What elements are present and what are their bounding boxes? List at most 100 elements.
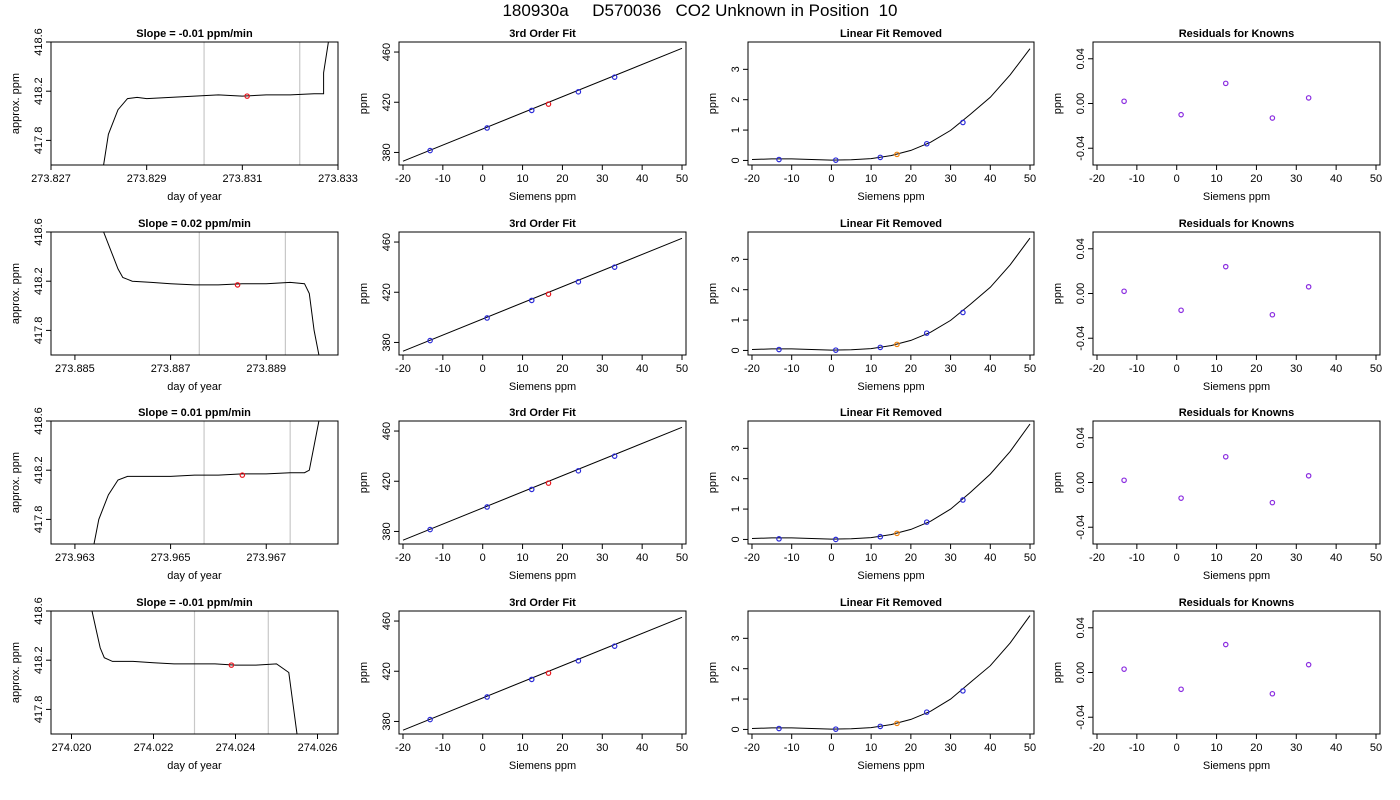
- data-point: [244, 93, 250, 99]
- plot-frame: [398, 420, 687, 545]
- x-tick-label: 20: [905, 742, 917, 754]
- x-tick-label: 20: [556, 363, 568, 375]
- x-tick-label: 0: [480, 363, 486, 375]
- x-tick-label: 40: [1330, 742, 1342, 754]
- x-tick-label: -20: [744, 363, 760, 375]
- x-tick-label: 50: [1024, 742, 1036, 754]
- data-point: [427, 526, 433, 533]
- plot-panel: Slope = 0.02 ppm/min 273.885 273.887 273.88…: [10, 218, 339, 393]
- y-axis-label: ppm: [1052, 283, 1064, 304]
- y-tick-label: 0.04: [1075, 617, 1087, 638]
- x-tick-label: 273.963: [55, 552, 95, 564]
- plot-data: [1121, 80, 1312, 121]
- x-axis-label: Siemens ppm: [509, 760, 576, 772]
- data-point: [1178, 686, 1184, 693]
- x-tick-label: 273.967: [246, 552, 286, 564]
- y-tick-label: 0.00: [1075, 283, 1087, 304]
- x-tick-label: 0: [480, 742, 486, 754]
- data-point: [1269, 311, 1276, 318]
- data-point: [228, 662, 235, 668]
- series-line: [751, 48, 1031, 161]
- y-axis-label: ppm: [707, 662, 719, 683]
- x-tick-label: 40: [1330, 173, 1342, 185]
- plot-panel: Slope = -0.01 ppm/min 273.827 273.829 273.8…: [10, 28, 358, 203]
- x-tick-label: -20: [1089, 173, 1105, 185]
- y-tick-label: 2: [730, 97, 742, 103]
- data-point: [611, 643, 618, 649]
- x-tick-label: -10: [435, 552, 451, 564]
- data-point: [1121, 98, 1127, 105]
- x-tick-label: -20: [1089, 742, 1105, 754]
- data-point: [545, 480, 552, 486]
- x-axis-label: Siemens ppm: [857, 381, 924, 393]
- x-tick-label: -10: [784, 173, 800, 185]
- data-point: [239, 472, 246, 478]
- data-point: [427, 337, 433, 344]
- y-tick-label: 417.8: [33, 317, 45, 345]
- data-point: [545, 670, 552, 676]
- y-tick-label: 0.04: [1075, 238, 1087, 259]
- plot-panel: Linear Fit Removed -20 -10 0 10 20 30 40 50 0 1 2 3 S…: [707, 218, 1036, 393]
- y-tick-label: 417.8: [33, 696, 45, 724]
- data-point: [960, 497, 966, 503]
- y-tick-label: 1: [730, 317, 742, 323]
- plot-panel: 3rd Order Fit -20 -10 0 10 20 30 40 50 380 420 460 S…: [358, 407, 688, 582]
- data-point: [776, 536, 782, 542]
- x-axis-label: Siemens ppm: [509, 570, 576, 582]
- y-tick-label: 418.6: [33, 597, 45, 625]
- y-tick-label: 420: [381, 472, 393, 490]
- data-point: [832, 726, 839, 732]
- data-point: [1222, 453, 1229, 460]
- data-point: [894, 341, 900, 348]
- x-tick-label: 40: [984, 363, 996, 375]
- y-tick-label: 380: [381, 522, 393, 540]
- x-tick-label: 273.833: [318, 173, 358, 185]
- plot-panel: Residuals for Knowns -20 -10 0 10 20 30 40 50 -0.…: [1052, 28, 1382, 203]
- data-point: [427, 716, 433, 723]
- plot-data: [402, 426, 683, 541]
- x-tick-label: -10: [435, 173, 451, 185]
- plot-data: [103, 42, 329, 165]
- y-tick-label: 460: [381, 612, 393, 630]
- x-tick-label: 10: [1210, 552, 1222, 564]
- x-tick-label: 0: [828, 173, 834, 185]
- y-tick-label: 1: [730, 127, 742, 133]
- y-tick-label: 0: [730, 536, 742, 542]
- plot-frame: [747, 420, 1035, 545]
- x-axis-label: day of year: [167, 570, 222, 582]
- x-axis-label: Siemens ppm: [509, 381, 576, 393]
- data-point: [832, 157, 839, 163]
- x-tick-label: 0: [828, 363, 834, 375]
- plot-data: [402, 237, 683, 352]
- x-tick-label: -10: [784, 742, 800, 754]
- x-tick-label: 30: [944, 173, 956, 185]
- x-tick-label: 50: [1024, 173, 1036, 185]
- x-tick-label: 273.829: [127, 173, 167, 185]
- y-tick-label: 380: [381, 712, 393, 730]
- y-tick-label: 420: [381, 93, 393, 111]
- data-point: [1121, 288, 1127, 295]
- y-tick-label: -0.04: [1075, 515, 1087, 540]
- y-tick-label: 1: [730, 506, 742, 512]
- x-tick-label: 273.885: [55, 363, 95, 375]
- data-point: [776, 156, 782, 163]
- x-tick-label: -20: [395, 742, 411, 754]
- x-tick-label: -20: [744, 742, 760, 754]
- plot-title: Slope = 0.02 ppm/min: [138, 218, 251, 230]
- x-axis-label: day of year: [167, 381, 222, 393]
- y-tick-label: -0.04: [1075, 326, 1087, 351]
- x-tick-label: 30: [944, 363, 956, 375]
- plot-title: Linear Fit Removed: [840, 407, 942, 419]
- plot-frame: [1092, 41, 1381, 166]
- x-tick-label: 40: [984, 173, 996, 185]
- y-tick-label: 417.8: [33, 127, 45, 155]
- y-tick-label: 2: [730, 287, 742, 293]
- x-tick-label: 273.965: [151, 552, 191, 564]
- x-tick-label: 10: [865, 173, 877, 185]
- y-tick-label: 420: [381, 283, 393, 301]
- plot-data: [1121, 453, 1312, 506]
- data-point: [877, 533, 884, 540]
- y-tick-label: 380: [381, 333, 393, 351]
- x-tick-label: 10: [865, 552, 877, 564]
- data-point: [484, 694, 490, 700]
